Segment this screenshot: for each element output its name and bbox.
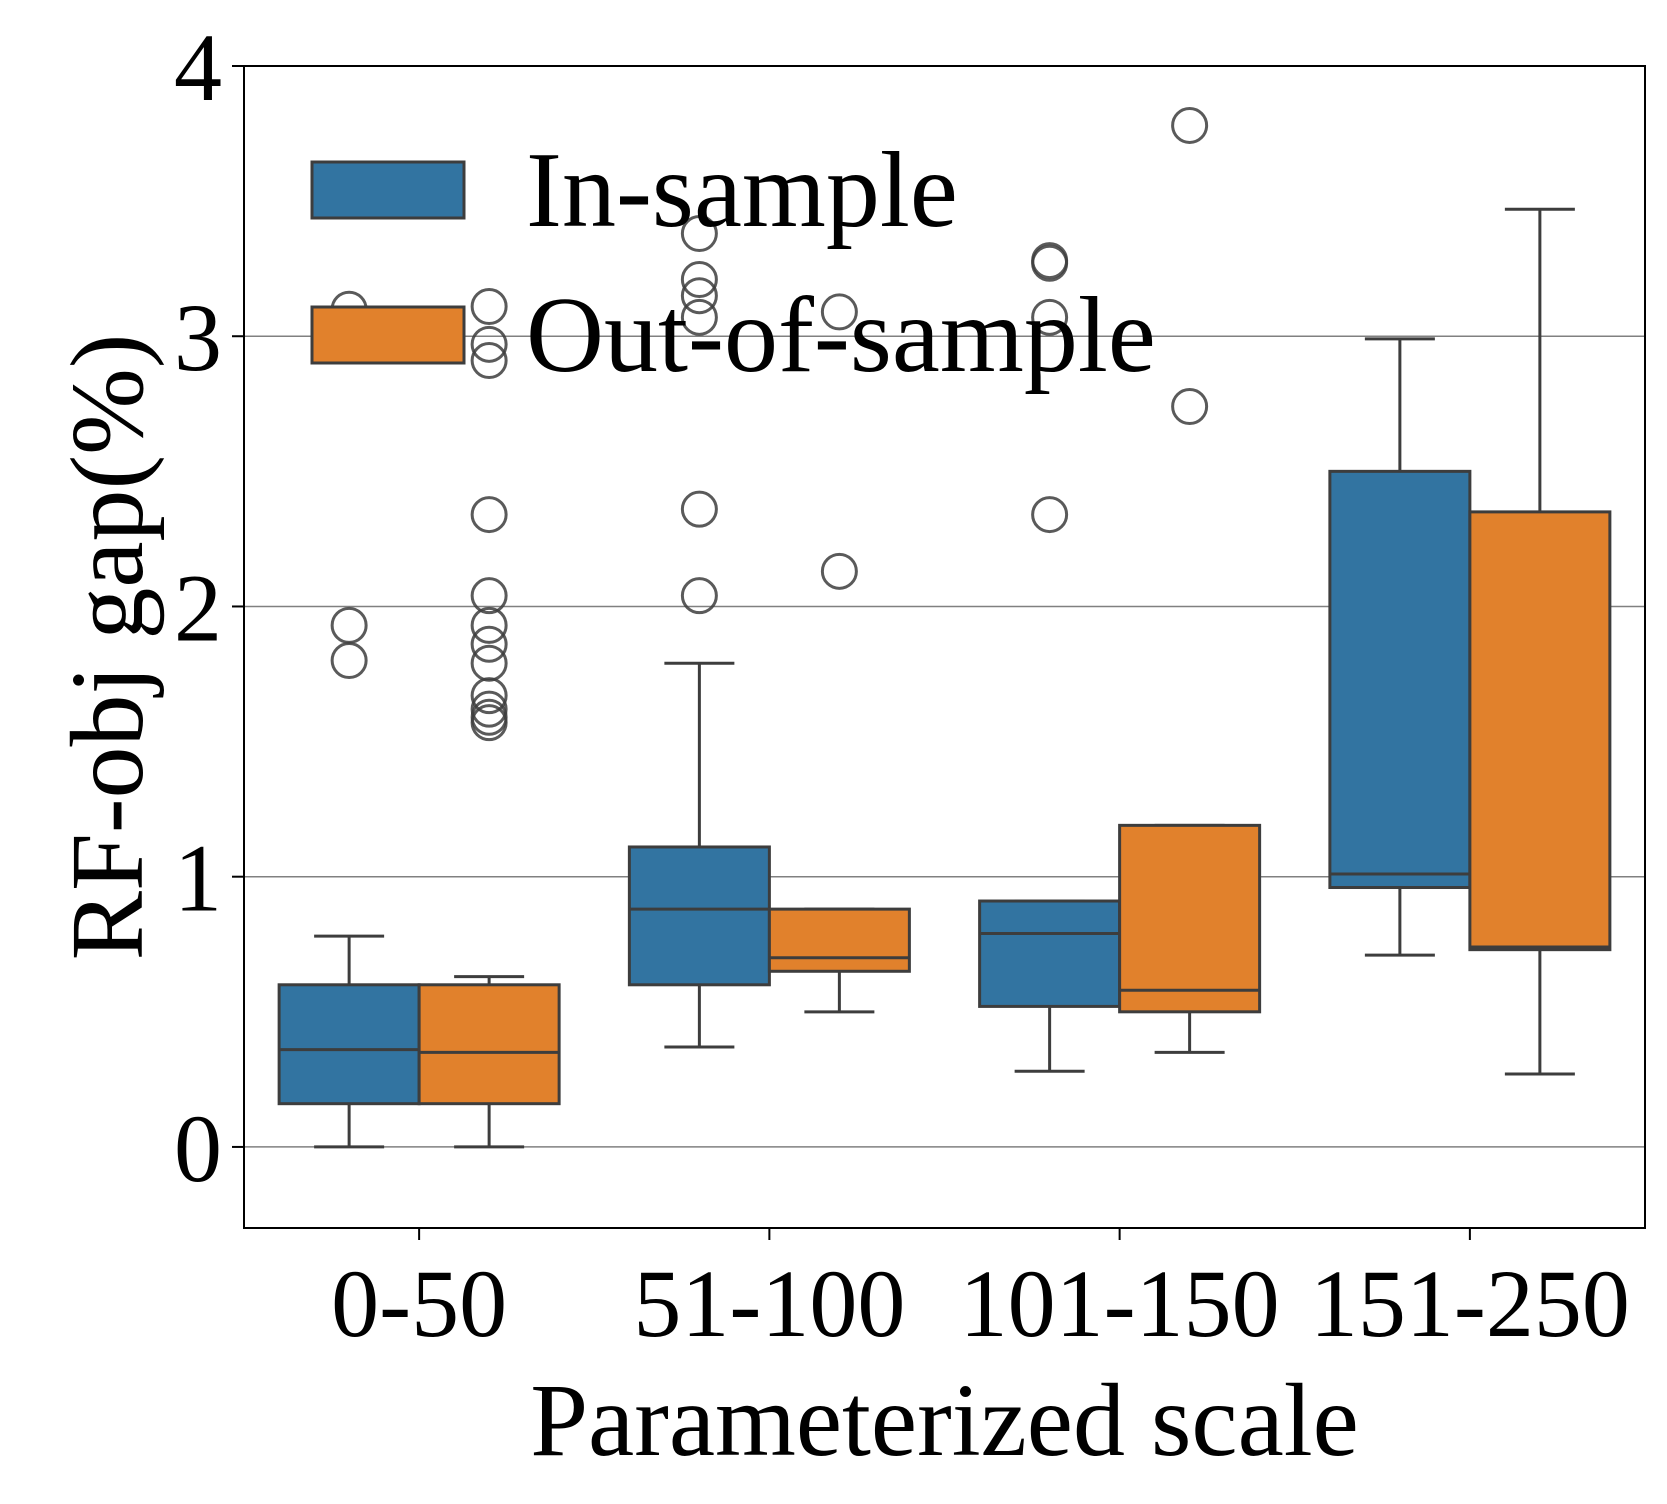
outlier-point <box>470 496 508 534</box>
outlier-point <box>820 552 858 590</box>
outlier-point <box>470 325 508 363</box>
box-group <box>1328 337 1472 957</box>
outlier-point <box>1031 496 1069 534</box>
box-iqr <box>767 907 911 973</box>
outlier-point <box>470 677 508 715</box>
box-group <box>627 215 771 1049</box>
outlier-point <box>680 490 718 528</box>
outlier-point <box>1171 387 1209 425</box>
box-iqr <box>1328 469 1472 890</box>
series-in-sample <box>277 215 1472 1149</box>
y-axis-title: RF-obj gap(%) <box>50 334 165 961</box>
x-tick-label: 151-250 <box>1310 1250 1630 1357</box>
legend: In-sample Out-of-sample <box>310 131 1156 395</box>
axis-ticks: 0 1 2 3 4 0-50 51-100 101-150 151-250 <box>174 14 1630 1357</box>
legend-label: Out-of-sample <box>526 276 1156 395</box>
outlier-point <box>470 698 508 736</box>
outlier-point <box>470 625 508 663</box>
y-tick-label: 2 <box>174 554 222 661</box>
outlier-point <box>680 298 718 336</box>
box-iqr <box>417 983 561 1106</box>
box-iqr <box>1118 823 1262 1014</box>
outlier-point <box>470 577 508 615</box>
outlier-point <box>470 690 508 728</box>
box-iqr <box>1468 510 1612 952</box>
series-out-of-sample <box>417 106 1612 1149</box>
box-series <box>277 106 1612 1149</box>
box-group <box>1468 207 1612 1076</box>
box-group <box>767 293 911 1014</box>
legend-swatch <box>310 305 466 365</box>
x-tick-label: 0-50 <box>331 1250 507 1357</box>
y-tick-label: 4 <box>174 14 222 121</box>
box-iqr <box>627 845 771 987</box>
outlier-point <box>470 342 508 380</box>
box-iqr <box>277 983 421 1106</box>
outlier-point <box>330 642 368 680</box>
outlier-point <box>680 577 718 615</box>
box-group <box>978 242 1122 1073</box>
x-tick-label: 51-100 <box>633 1250 905 1357</box>
outlier-point <box>470 288 508 326</box>
outlier-point <box>1031 298 1069 336</box>
outlier-point <box>470 644 508 682</box>
outlier-point <box>1171 106 1209 144</box>
outlier-point <box>820 293 858 331</box>
legend-label: In-sample <box>526 131 958 250</box>
outlier-point <box>680 277 718 315</box>
y-tick-label: 0 <box>174 1095 222 1202</box>
plot-frame <box>243 65 1646 1229</box>
x-axis-title: Parameterized scale <box>530 1363 1359 1478</box>
box-group <box>417 288 561 1149</box>
box-group <box>1118 106 1262 1054</box>
y-tick-label: 3 <box>174 284 222 391</box>
outlier-point <box>470 606 508 644</box>
outlier-point <box>680 215 718 253</box>
outlier-point <box>1031 242 1069 280</box>
outlier-point <box>330 606 368 644</box>
x-tick-label: 101-150 <box>960 1250 1280 1357</box>
box-group <box>277 290 421 1149</box>
outlier-point <box>680 260 718 298</box>
box-iqr <box>978 899 1122 1008</box>
legend-swatch <box>310 160 466 220</box>
y-tick-label: 1 <box>174 825 222 932</box>
